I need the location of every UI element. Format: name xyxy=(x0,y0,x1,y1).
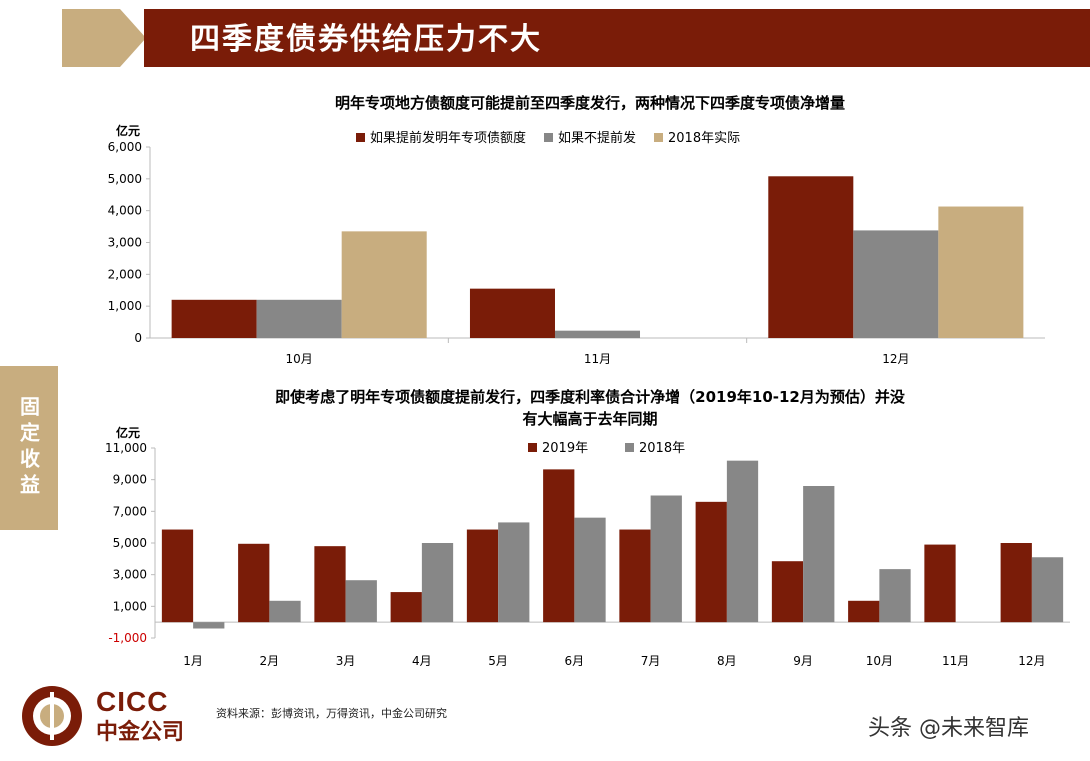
y-tick-label: 2,000 xyxy=(108,267,142,281)
y-tick-label: 11,000 xyxy=(105,441,147,455)
legend-swatch xyxy=(356,133,365,142)
bar xyxy=(726,460,759,623)
y-tick-label: 5,000 xyxy=(108,172,142,186)
bar xyxy=(924,544,956,623)
bar xyxy=(768,176,854,338)
bar xyxy=(469,288,555,338)
legend-label: 如果不提前发 xyxy=(558,130,636,146)
chart2-unit: 亿元 xyxy=(116,426,141,440)
bar xyxy=(1000,543,1032,623)
bar xyxy=(498,522,530,623)
legend-label: 2018年实际 xyxy=(668,131,740,146)
bar xyxy=(543,469,575,623)
x-tick-label: 10月 xyxy=(286,352,313,366)
bar xyxy=(853,230,939,338)
chart2-title: 即使考虑了明年专项债额度提前发行，四季度利率债合计净增（2019年10-12月为… xyxy=(275,388,905,406)
bar xyxy=(390,592,422,623)
side-tab: 固定收益 xyxy=(0,366,58,530)
legend-swatch xyxy=(528,443,537,452)
bar xyxy=(421,543,454,623)
y-tick-label: 4,000 xyxy=(108,204,142,218)
x-tick-label: 4月 xyxy=(412,654,432,668)
side-tab-label: 固定收益 xyxy=(16,396,41,500)
legend-label: 2018年 xyxy=(639,441,685,456)
y-tick-label: 1,000 xyxy=(113,599,147,613)
bar xyxy=(161,529,194,623)
bar xyxy=(574,517,606,623)
banner-accent xyxy=(62,9,120,67)
x-tick-label: 12月 xyxy=(1018,654,1045,668)
y-tick-label: 3,000 xyxy=(113,568,147,582)
y-tick-label: -1,000 xyxy=(108,631,147,645)
x-tick-label: 11月 xyxy=(584,352,611,366)
y-tick-label: 7,000 xyxy=(113,504,147,518)
x-tick-label: 3月 xyxy=(336,654,356,668)
bar xyxy=(803,486,835,623)
bar xyxy=(171,299,257,338)
legend-swatch xyxy=(544,133,553,142)
bar xyxy=(314,546,346,623)
bar xyxy=(238,543,270,623)
x-tick-label: 8月 xyxy=(717,654,737,668)
chart2: -1,000 1,000 3,000 5,000 7,000 9,000 11,000 1月 2… xyxy=(105,441,1070,668)
y-tick-label: 0 xyxy=(134,331,142,345)
y-tick-label: 5,000 xyxy=(113,536,147,550)
y-tick-label: 9,000 xyxy=(113,473,147,487)
y-tick-label: 1,000 xyxy=(108,299,142,313)
chart1-unit: 亿元 xyxy=(116,124,141,138)
y-tick-label: 3,000 xyxy=(108,236,142,250)
bar xyxy=(938,206,1024,338)
watermark: 头条 @未来智库 xyxy=(868,716,1029,741)
source-note: 资料来源：彭博资讯，万得资讯，中金公司研究 xyxy=(216,707,447,720)
legend-label: 2019年 xyxy=(542,441,588,456)
x-tick-label: 7月 xyxy=(641,654,661,668)
x-tick-label: 9月 xyxy=(793,654,813,668)
y-tick-label: 6,000 xyxy=(108,140,142,154)
bar xyxy=(269,600,301,623)
chart2-title-line2: 有大幅高于去年同期 xyxy=(522,410,658,428)
chart1-title: 明年专项地方债额度可能提前至四季度发行，两种情况下四季度专项债净增量 xyxy=(334,94,845,112)
legend-swatch xyxy=(625,443,634,452)
x-tick-label: 10月 xyxy=(866,654,893,668)
bar xyxy=(1031,557,1064,623)
x-tick-label: 2月 xyxy=(260,654,280,668)
cicc-logo-text: CICC xyxy=(96,686,169,717)
bar xyxy=(619,529,651,623)
bar xyxy=(193,622,225,629)
banner xyxy=(144,9,1090,67)
x-tick-label: 5月 xyxy=(488,654,508,668)
legend-label: 如果提前发明年专项债额度 xyxy=(370,130,526,146)
chart1: 0 1,000 2,000 3,000 4,000 5,000 6,000 10月 11月 12月… xyxy=(108,130,1045,366)
bar xyxy=(848,600,880,623)
x-tick-label: 6月 xyxy=(565,654,585,668)
x-tick-label: 1月 xyxy=(183,654,203,668)
bar xyxy=(695,501,727,623)
cicc-logo-cn: 中金公司 xyxy=(96,720,185,745)
banner-chevron xyxy=(120,9,146,67)
legend-swatch xyxy=(654,133,663,142)
bar xyxy=(879,569,911,623)
bar xyxy=(345,580,377,623)
bar xyxy=(771,561,804,623)
cicc-logo-icon xyxy=(22,686,82,746)
x-tick-label: 11月 xyxy=(942,654,969,668)
page-title: 四季度债券供给压力不大 xyxy=(190,22,542,57)
bar xyxy=(554,330,641,338)
bar xyxy=(466,529,499,623)
bar xyxy=(650,495,682,623)
bar xyxy=(256,299,342,338)
x-tick-label: 12月 xyxy=(882,352,909,366)
bar xyxy=(341,231,427,338)
